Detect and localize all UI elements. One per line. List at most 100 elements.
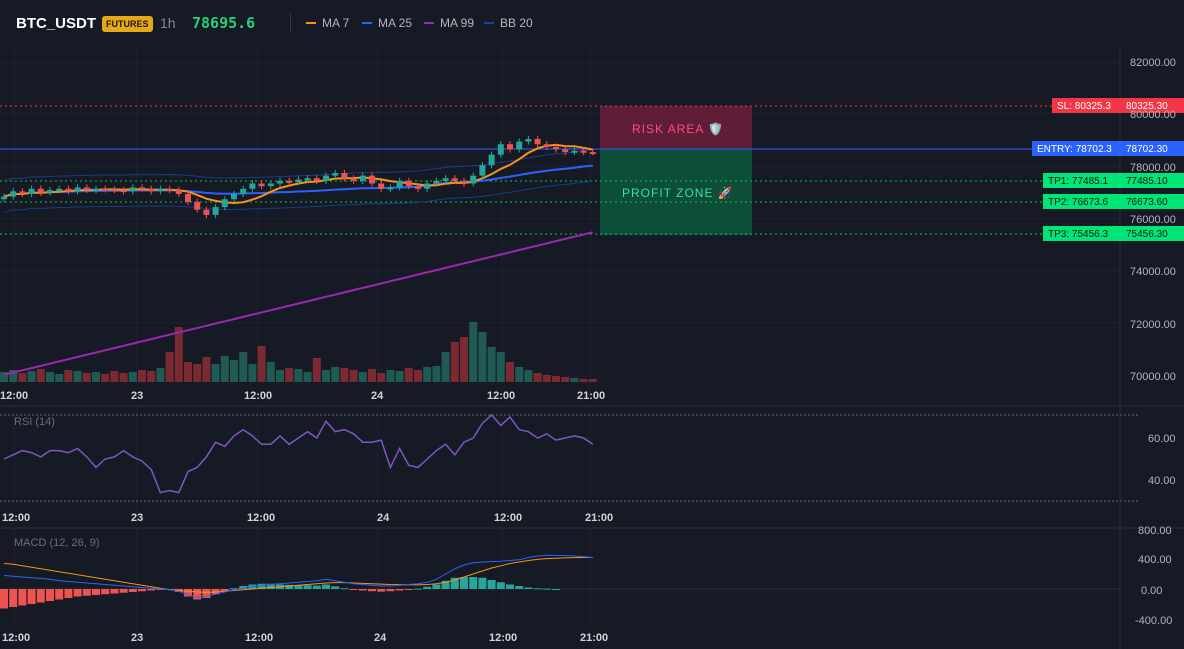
symbol-label[interactable]: BTC_USDT bbox=[16, 15, 97, 32]
risk-area-zone bbox=[600, 106, 752, 149]
candlesticks[interactable] bbox=[1, 135, 596, 219]
macd-histogram-bar bbox=[92, 589, 100, 595]
volume-bar bbox=[9, 370, 18, 382]
candle-body bbox=[516, 141, 523, 150]
macd-histogram-bar bbox=[202, 589, 211, 598]
time-axis-main: 12:00 23 12:00 24 12:00 21:00 bbox=[0, 390, 605, 402]
profit-zone bbox=[600, 149, 752, 235]
volume-bar bbox=[101, 374, 110, 382]
candle-body bbox=[231, 193, 237, 200]
volume-bar bbox=[239, 352, 248, 382]
tp2-tag bbox=[1043, 194, 1121, 209]
legend-bb20[interactable]: BB 20 bbox=[484, 16, 533, 30]
macd-histogram-bar bbox=[119, 589, 128, 593]
time-label: 23 bbox=[131, 632, 143, 644]
macd-histogram-bar bbox=[55, 589, 64, 600]
sl-tag bbox=[1052, 98, 1121, 113]
candle-body bbox=[442, 178, 449, 181]
volume-bar bbox=[322, 370, 330, 382]
macd-pane[interactable] bbox=[0, 554, 593, 609]
time-label: 21:00 bbox=[577, 390, 605, 402]
candle-body bbox=[525, 138, 532, 142]
candle-body bbox=[396, 180, 403, 188]
time-axis-rsi: 12:00 23 12:00 24 12:00 21:00 bbox=[2, 512, 613, 524]
macd-histogram-bar bbox=[82, 589, 91, 596]
volume-bar bbox=[441, 352, 450, 382]
macd-histogram-bar bbox=[469, 577, 478, 589]
candle-body bbox=[185, 193, 191, 202]
candle-body bbox=[332, 173, 339, 176]
candle-body bbox=[56, 188, 63, 191]
macd-histogram-bar bbox=[478, 577, 487, 589]
candle-body bbox=[534, 138, 541, 145]
macd-histogram-bar bbox=[524, 587, 533, 589]
macd-histogram-bar bbox=[220, 589, 229, 592]
macd-histogram-bar bbox=[358, 589, 367, 591]
volume-bar bbox=[202, 357, 211, 382]
candle-body bbox=[580, 150, 587, 153]
volume-bar bbox=[469, 322, 478, 382]
macd-histogram-bar bbox=[257, 583, 266, 589]
legend-ma25[interactable]: MA 25 bbox=[362, 16, 412, 30]
macd-histogram-bar bbox=[395, 589, 404, 591]
macd-histogram-bar bbox=[515, 586, 524, 589]
time-label: 12:00 bbox=[489, 632, 517, 644]
entry-price-label: 78702.30 bbox=[1126, 144, 1168, 155]
candle-body bbox=[1, 196, 7, 200]
futures-badge: FUTURES bbox=[102, 16, 153, 32]
volume-bar bbox=[450, 342, 459, 382]
candle-body bbox=[111, 189, 118, 192]
candle-body bbox=[28, 188, 35, 194]
candle-body bbox=[166, 188, 173, 191]
legend-ma99-label: MA 99 bbox=[440, 16, 475, 30]
candle-body bbox=[267, 183, 274, 187]
volume-bar bbox=[552, 376, 560, 382]
volume-bar bbox=[36, 369, 45, 382]
macd-histogram-bar bbox=[460, 577, 468, 589]
sl-price-label: 80325.30 bbox=[1126, 101, 1168, 112]
volume-bar bbox=[294, 369, 303, 382]
sl-tag-label: SL: 80325.3 bbox=[1057, 101, 1111, 112]
candle-body bbox=[369, 175, 375, 184]
volume-bar bbox=[340, 368, 349, 382]
tp1-price-tag bbox=[1121, 173, 1184, 188]
candle-body bbox=[249, 183, 256, 189]
legend-bb20-label: BB 20 bbox=[500, 16, 533, 30]
macd-histogram-bar bbox=[423, 586, 432, 589]
macd-histogram-bar bbox=[552, 589, 560, 590]
tp2-price-tag bbox=[1121, 194, 1184, 209]
candle-body bbox=[589, 152, 596, 155]
volume-bar bbox=[303, 372, 312, 382]
rsi-pane[interactable] bbox=[3, 413, 594, 494]
candle-body bbox=[488, 154, 495, 166]
bb-lower-line bbox=[3, 180, 593, 213]
tp3-price-tag bbox=[1121, 226, 1184, 241]
volume-bar bbox=[432, 366, 441, 382]
volume-bar bbox=[64, 370, 73, 382]
candle-body bbox=[313, 178, 320, 181]
legend-ma99[interactable]: MA 99 bbox=[424, 16, 474, 30]
time-label: 12:00 bbox=[487, 390, 515, 402]
macd-histogram-bar bbox=[285, 584, 294, 589]
entry-tag-label: ENTRY: 78702.3 bbox=[1037, 144, 1112, 155]
candle-body bbox=[295, 179, 302, 183]
volume-bar bbox=[570, 378, 579, 382]
macd-histogram-bar bbox=[404, 589, 413, 590]
time-label: 12:00 bbox=[494, 512, 522, 524]
macd-histogram-bar bbox=[340, 588, 349, 590]
macd-histogram-bar bbox=[506, 584, 514, 589]
legend-ma7[interactable]: MA 7 bbox=[306, 16, 349, 30]
candle-body bbox=[405, 180, 412, 187]
macd-histogram-bar bbox=[441, 580, 450, 589]
volume-bar bbox=[82, 373, 91, 382]
volume-bar bbox=[55, 374, 64, 382]
timeframe-label[interactable]: 1h bbox=[160, 15, 176, 31]
macd-histogram-bar bbox=[368, 589, 376, 592]
volume-bar bbox=[230, 360, 238, 382]
volume-bar bbox=[73, 371, 82, 382]
volume-bar bbox=[404, 368, 413, 382]
volume-bar bbox=[478, 332, 487, 382]
candle-body bbox=[543, 144, 550, 147]
candle-body bbox=[102, 188, 109, 191]
